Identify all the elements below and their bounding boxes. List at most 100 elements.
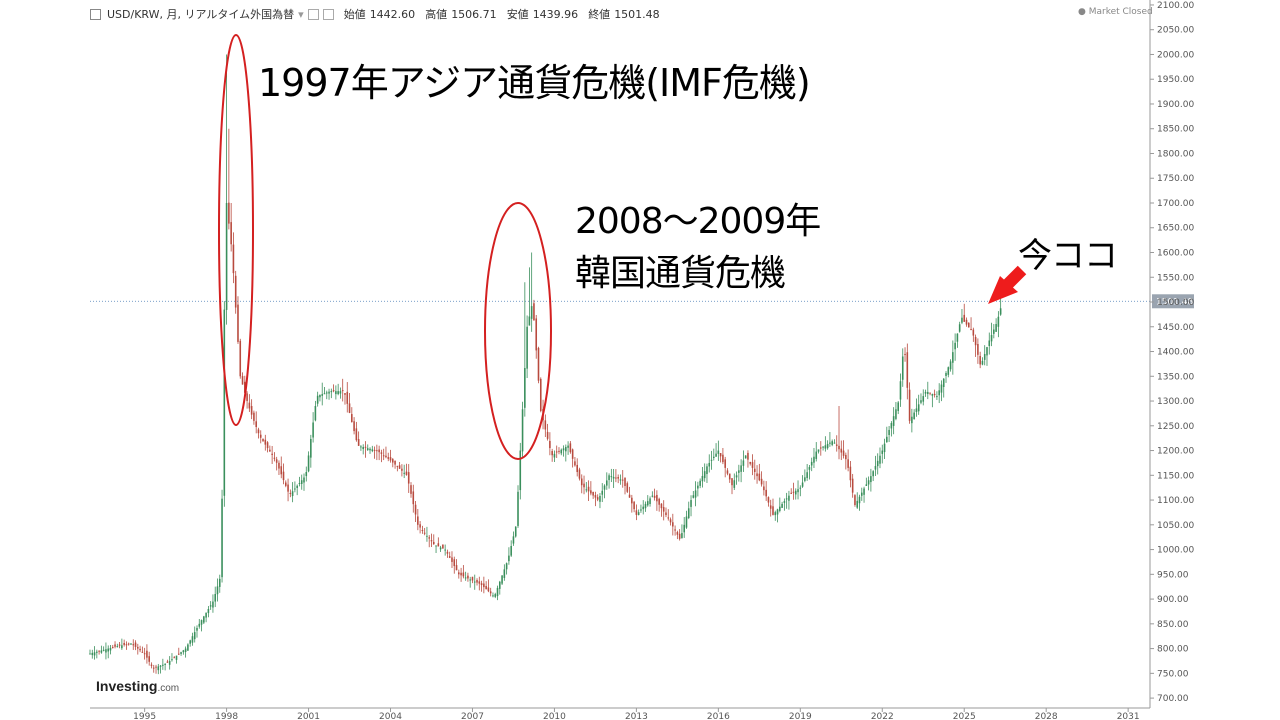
candle-body bbox=[890, 423, 893, 429]
candle-body bbox=[387, 457, 390, 459]
candle-body bbox=[867, 480, 870, 485]
y-tick-label: 1500.00 bbox=[1157, 298, 1194, 308]
candle-body bbox=[351, 414, 353, 422]
candle-body bbox=[847, 459, 849, 468]
candle-body bbox=[355, 428, 358, 441]
candle-body bbox=[665, 512, 667, 516]
chevron-down-icon[interactable]: ▾ bbox=[298, 7, 304, 21]
candle-body bbox=[139, 648, 141, 651]
candle-body bbox=[157, 666, 160, 671]
candle-body bbox=[945, 372, 947, 376]
y-tick-label: 1250.00 bbox=[1157, 422, 1194, 432]
x-tick-label: 2001 bbox=[297, 712, 320, 720]
candle-body bbox=[845, 454, 847, 460]
y-tick-label: 1800.00 bbox=[1157, 149, 1194, 159]
candle-body bbox=[881, 450, 884, 454]
candle-body bbox=[658, 498, 660, 505]
candle-body bbox=[89, 653, 91, 655]
candle-body bbox=[592, 491, 594, 496]
candle-body bbox=[826, 443, 829, 449]
candle-body bbox=[911, 416, 913, 424]
candle-body bbox=[487, 587, 490, 592]
y-tick-label: 1050.00 bbox=[1157, 521, 1194, 531]
y-tick-label: 2050.00 bbox=[1157, 26, 1194, 36]
candle-body bbox=[829, 442, 831, 444]
candle-body bbox=[544, 420, 547, 430]
candle-body bbox=[753, 468, 756, 472]
candle-body bbox=[198, 623, 201, 627]
close-value: 1501.48 bbox=[614, 7, 660, 21]
candle-body bbox=[123, 643, 125, 645]
candle-body bbox=[817, 449, 820, 452]
y-tick-label: 1300.00 bbox=[1157, 397, 1194, 407]
candle-body bbox=[892, 416, 895, 426]
candle-body bbox=[250, 406, 253, 415]
y-tick-label: 1000.00 bbox=[1157, 546, 1194, 556]
candle-body bbox=[528, 316, 531, 326]
candle-body bbox=[904, 353, 906, 355]
candle-body bbox=[316, 395, 319, 404]
candle-body bbox=[751, 462, 754, 468]
candle-body bbox=[924, 391, 927, 394]
settings-icon[interactable] bbox=[322, 8, 334, 20]
candle-body bbox=[505, 563, 508, 570]
candle-body bbox=[731, 478, 733, 486]
candle-body bbox=[585, 489, 588, 491]
candle-body bbox=[701, 475, 704, 482]
candle-body bbox=[164, 663, 166, 665]
candle-body bbox=[241, 376, 244, 385]
candle-body bbox=[854, 495, 856, 506]
candle-body bbox=[152, 667, 155, 669]
candle-body bbox=[291, 491, 294, 497]
candle-body bbox=[838, 445, 840, 450]
candle-body bbox=[344, 393, 346, 395]
candle-body bbox=[576, 464, 578, 472]
candle-body bbox=[651, 495, 654, 497]
candle-body bbox=[171, 659, 173, 661]
candle-body bbox=[565, 446, 567, 452]
candle-body bbox=[325, 392, 328, 394]
candle-body bbox=[744, 455, 747, 459]
candle-body bbox=[681, 533, 683, 538]
candle-body bbox=[130, 643, 132, 645]
candle-body bbox=[958, 324, 961, 332]
candle-body bbox=[476, 579, 478, 583]
candle-body bbox=[610, 476, 613, 478]
candle-body bbox=[535, 318, 538, 351]
candle-body bbox=[460, 572, 462, 576]
collapse-icon[interactable] bbox=[90, 8, 101, 20]
candle-body bbox=[339, 391, 342, 394]
candle-body bbox=[813, 456, 815, 463]
candle-body bbox=[560, 449, 563, 454]
candle-body bbox=[940, 384, 943, 393]
candle-body bbox=[364, 446, 367, 448]
candle-body bbox=[974, 336, 977, 346]
high-label: 高値 bbox=[425, 8, 448, 21]
candle-body bbox=[635, 510, 638, 515]
candle-body bbox=[225, 202, 228, 310]
candle-body bbox=[749, 461, 752, 464]
candle-body bbox=[842, 450, 845, 456]
candle-body bbox=[451, 557, 453, 562]
candle-body bbox=[428, 537, 431, 539]
candle-body bbox=[649, 498, 651, 504]
candle-body bbox=[412, 491, 415, 505]
investing-logo: Investing.com bbox=[96, 678, 180, 694]
candle-body bbox=[783, 501, 786, 503]
candle-body bbox=[228, 202, 230, 224]
candle-body bbox=[537, 347, 540, 381]
candle-body bbox=[244, 381, 246, 393]
candle-body bbox=[672, 522, 674, 527]
eye-icon[interactable] bbox=[307, 8, 319, 20]
candle-body bbox=[972, 329, 975, 336]
candle-body bbox=[464, 577, 467, 579]
candle-body bbox=[785, 498, 788, 500]
candles bbox=[89, 54, 1002, 675]
candle-body bbox=[715, 453, 717, 457]
candle-body bbox=[626, 483, 629, 492]
y-tick-label: 1350.00 bbox=[1157, 372, 1194, 382]
candle-body bbox=[462, 572, 465, 577]
candle-body bbox=[478, 581, 481, 584]
candle-body bbox=[300, 480, 303, 484]
candle-body bbox=[512, 536, 515, 544]
